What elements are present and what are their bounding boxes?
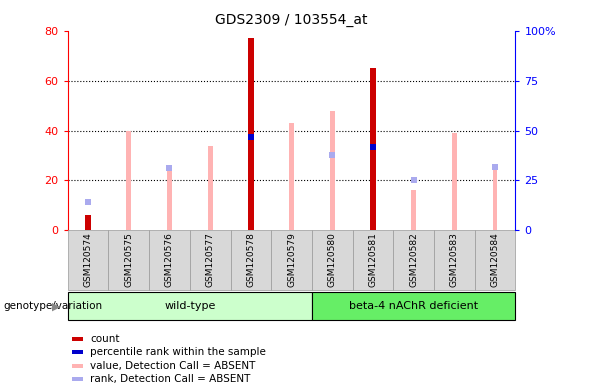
Bar (312, 293, 515, 320)
Title: GDS2309 / 103554_at: GDS2309 / 103554_at (216, 13, 368, 27)
Text: GSM120578: GSM120578 (246, 232, 256, 287)
Text: GSM120584: GSM120584 (491, 232, 499, 287)
Text: percentile rank within the sample: percentile rank within the sample (90, 347, 266, 358)
Text: GSM120579: GSM120579 (287, 232, 296, 287)
Bar (190, 230, 230, 290)
Bar (249, 116, 253, 230)
Bar (72, 350, 84, 354)
Text: count: count (90, 334, 120, 344)
Text: GSM120583: GSM120583 (450, 232, 459, 287)
Text: GSM120582: GSM120582 (409, 232, 418, 287)
Bar (248, 38, 254, 230)
Text: ▶: ▶ (52, 301, 61, 311)
Bar (72, 337, 84, 341)
Bar (72, 364, 84, 368)
Text: GSM120575: GSM120575 (124, 232, 133, 287)
Text: wild-type: wild-type (164, 301, 216, 311)
Bar (330, 111, 335, 230)
Bar (68, 293, 312, 320)
Bar (411, 190, 416, 230)
Bar (167, 170, 172, 230)
Text: beta-4 nAChR deficient: beta-4 nAChR deficient (349, 301, 478, 311)
Text: GSM120581: GSM120581 (369, 232, 378, 287)
Text: genotype/variation: genotype/variation (3, 301, 102, 311)
Bar (126, 131, 131, 230)
Bar (434, 230, 475, 290)
Bar (149, 230, 190, 290)
Bar (271, 230, 312, 290)
Bar (370, 68, 376, 230)
Bar (312, 230, 353, 290)
Bar (289, 123, 294, 230)
Bar (452, 133, 457, 230)
Bar (353, 230, 393, 290)
Bar (108, 230, 149, 290)
Text: GSM120577: GSM120577 (206, 232, 214, 287)
Bar (230, 230, 271, 290)
Text: rank, Detection Call = ABSENT: rank, Detection Call = ABSENT (90, 374, 250, 384)
Bar (393, 230, 434, 290)
Bar (475, 230, 515, 290)
Text: GSM120580: GSM120580 (327, 232, 337, 287)
Bar (72, 377, 84, 381)
Bar (208, 146, 213, 230)
Text: value, Detection Call = ABSENT: value, Detection Call = ABSENT (90, 361, 256, 371)
Bar (68, 230, 108, 290)
Bar (85, 215, 91, 230)
Text: GSM120574: GSM120574 (84, 232, 92, 287)
Text: GSM120576: GSM120576 (165, 232, 174, 287)
Bar (492, 166, 498, 230)
